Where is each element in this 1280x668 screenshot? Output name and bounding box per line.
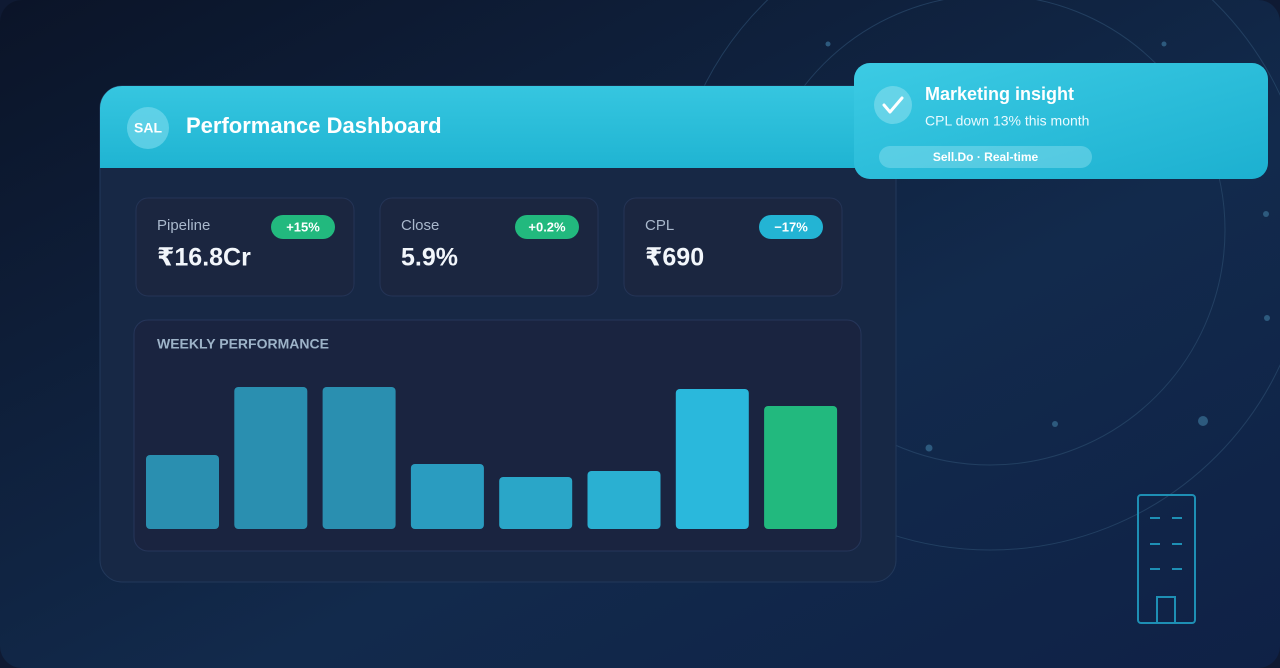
kpi-badge (515, 215, 579, 239)
kpi-value: 5.9% (401, 244, 458, 272)
bar (587, 471, 661, 529)
kpi-label: Close (401, 217, 439, 234)
notification-title: Marketing insight (925, 84, 1074, 104)
bar (764, 406, 838, 529)
check-badge (874, 86, 912, 124)
kpi-value: ₹690 (645, 244, 704, 272)
chart-title: WEEKLY PERFORMANCE (157, 336, 329, 352)
bar (234, 387, 308, 529)
dashboard-title: Performance Dashboard (186, 113, 442, 138)
kpi-change: −17% (774, 219, 808, 234)
kpi-row: Pipeline ₹16.8Cr +15% Close 5.9% +0.2% CPL ₹690… (135, 197, 843, 297)
notification-card[interactable] (854, 63, 1268, 179)
kpi-change: +0.2% (528, 219, 566, 234)
notification-tag (879, 146, 1092, 168)
bar (146, 455, 219, 529)
decor-dots (825, 41, 1270, 452)
kpi-change: +15% (286, 219, 320, 234)
kpi-badge (759, 215, 823, 239)
notification-tag-text: Sell.Do · Real-time (933, 150, 1039, 164)
kpi-label: CPL (645, 217, 674, 234)
building-icon (1137, 494, 1196, 624)
logo-badge (127, 107, 169, 149)
notification-text: CPL down 13% this month (925, 113, 1089, 129)
bar-group (146, 387, 838, 529)
bar (499, 477, 573, 529)
bar (322, 387, 396, 529)
check-icon (882, 96, 904, 114)
kpi-label: Pipeline (157, 217, 210, 234)
dashboard-header (100, 86, 896, 168)
bar (410, 464, 484, 529)
bar (675, 389, 749, 529)
kpi-badge (271, 215, 335, 239)
kpi-value: ₹16.8Cr (157, 244, 251, 272)
logo-text: SAL (134, 120, 162, 136)
